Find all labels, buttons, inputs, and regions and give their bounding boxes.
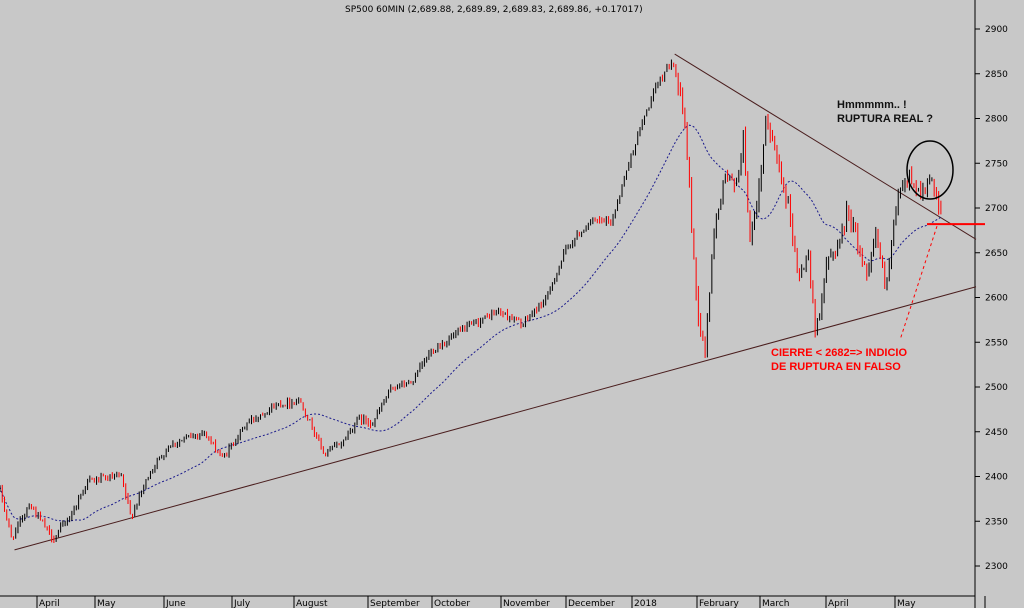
annotation-question: RUPTURA REAL ? <box>837 113 933 125</box>
x-tick-label: February <box>699 599 740 608</box>
y-axis-panel <box>975 0 1024 608</box>
breakout-circle <box>906 140 954 200</box>
x-tick-label: August <box>296 599 328 608</box>
annotation-question: Hmmmmm.. ! <box>837 99 907 111</box>
x-tick-label: May <box>97 599 116 608</box>
annotation-false-break: DE RUPTURA EN FALSO <box>771 361 901 373</box>
x-tick-label: April <box>39 599 60 608</box>
plot-background <box>0 0 975 596</box>
y-tick-label: 2750 <box>985 159 1008 169</box>
x-tick-label: October <box>434 599 470 608</box>
chart-title: SP500 60MIN (2,689.88, 2,689.89, 2,689.8… <box>345 5 643 15</box>
candles <box>0 59 942 543</box>
y-tick-label: 2850 <box>985 70 1008 80</box>
y-tick-label: 2400 <box>985 473 1008 483</box>
x-tick-label: December <box>568 599 615 608</box>
annotation-marks <box>899 140 985 341</box>
y-tick-label: 2450 <box>985 428 1008 438</box>
x-tick-label: September <box>370 599 420 608</box>
x-tick-label: April <box>828 599 849 608</box>
support-trendline <box>14 286 977 551</box>
y-tick-label: 2550 <box>985 338 1008 348</box>
trendlines <box>14 53 977 551</box>
x-tick-label: July <box>233 599 251 608</box>
y-axis-ticks: 2300 2350 2400 2450 2500 2550 2600 2650 2700 2750… <box>975 25 1008 572</box>
x-tick-label: 2018 <box>634 599 657 608</box>
x-tick-label: June <box>165 599 186 608</box>
x-axis-ticks: April May June July August September October No… <box>36 596 986 608</box>
annotation-false-break: CIERRE < 2682=> INDICIO <box>771 347 907 359</box>
x-tick-label: May <box>897 599 916 608</box>
y-tick-label: 2600 <box>985 294 1008 304</box>
y-tick-label: 2700 <box>985 204 1008 214</box>
y-tick-label: 2500 <box>985 383 1008 393</box>
y-tick-label: 2800 <box>985 115 1008 125</box>
resistance-trendline <box>674 53 977 240</box>
y-tick-label: 2350 <box>985 517 1008 527</box>
x-tick-label: November <box>503 599 550 608</box>
y-tick-label: 2650 <box>985 249 1008 259</box>
y-tick-label: 2300 <box>985 562 1008 572</box>
x-tick-label: March <box>762 599 789 608</box>
annotations: Hmmmmm.. ! RUPTURA REAL ? CIERRE < 2682=> … <box>771 99 933 373</box>
y-tick-label: 2900 <box>985 25 1008 35</box>
annotation-pointer-line <box>899 225 938 341</box>
